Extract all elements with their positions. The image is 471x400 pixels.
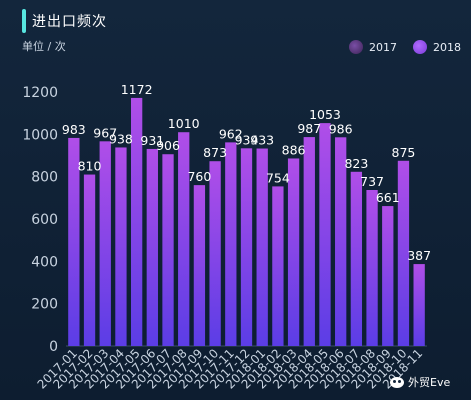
bar-value-label: 387 [407,248,431,263]
bar[interactable] [256,148,268,346]
bar-value-label: 760 [187,169,211,184]
bar-value-label: 962 [219,126,243,141]
bar-value-label: 661 [376,190,400,205]
y-tick-label: 600 [31,212,58,228]
y-tick-label: 800 [31,170,58,186]
legend-dot-icon [349,40,363,54]
bar-value-label: 906 [156,138,180,153]
y-tick-label: 200 [31,297,58,313]
bar[interactable] [225,142,237,346]
bar[interactable] [193,185,206,346]
bar[interactable] [130,97,143,346]
bar[interactable] [397,160,410,346]
y-tick-label: 1000 [22,127,58,143]
bar-value-label: 875 [392,145,416,160]
legend-label: 2018 [433,40,461,54]
bar-value-label: 986 [329,121,353,136]
bar-value-label: 810 [78,159,102,174]
bar[interactable] [287,158,300,346]
bar-value-label: 933 [250,133,274,148]
bar[interactable] [83,174,96,346]
bar[interactable] [382,206,394,346]
bar-value-label: 1053 [309,107,341,122]
legend-dot-icon [413,40,427,54]
title-accent-bar [22,9,26,33]
x-axis: 2017-012017-022017-032017-042017-052017-… [35,346,426,391]
legend-item-2018[interactable]: 2018 [413,40,461,54]
y-tick-label: 1200 [22,85,58,101]
unit-label: 单位 / 次 [22,40,66,53]
legend-label: 2017 [369,40,397,54]
bar-value-label: 886 [282,142,306,157]
bar[interactable] [366,190,378,346]
bar[interactable] [209,161,221,346]
bar[interactable] [240,148,253,346]
bar[interactable] [68,137,80,346]
y-tick-label: 0 [49,339,58,355]
bar[interactable] [272,186,284,346]
watermark-text: 外贸Eve [408,376,451,389]
bar[interactable] [413,264,425,346]
bar[interactable] [303,137,315,346]
bar-value-label: 754 [266,170,290,185]
bar-value-label: 931 [140,133,164,148]
bar[interactable] [350,171,363,346]
bar-value-label: 938 [109,131,133,146]
legend: 2017 2018 [339,40,461,54]
bar-value-label: 737 [360,174,384,189]
bar-value-label: 967 [93,125,117,140]
bar[interactable] [99,141,111,346]
bar-value-label: 934 [235,132,259,147]
bars [68,97,425,347]
bar[interactable] [162,154,174,346]
bar-value-label: 983 [62,122,86,137]
bar-value-label: 1010 [168,116,200,131]
bar-value-label: 823 [344,156,368,171]
chart-title: 进出口频次 [32,14,107,30]
wechat-icon [390,376,404,388]
bar-value-label: 987 [297,121,321,136]
bar[interactable] [115,147,127,346]
legend-item-2017[interactable]: 2017 [349,40,397,54]
y-tick-label: 400 [31,254,58,270]
bar[interactable] [178,132,190,346]
watermark: 外贸Eve [390,374,450,390]
bar[interactable] [146,148,158,346]
bar[interactable] [319,123,331,347]
bar-value-label: 873 [203,145,227,160]
bar-value-label: 1172 [121,82,153,97]
bar[interactable] [335,137,347,346]
